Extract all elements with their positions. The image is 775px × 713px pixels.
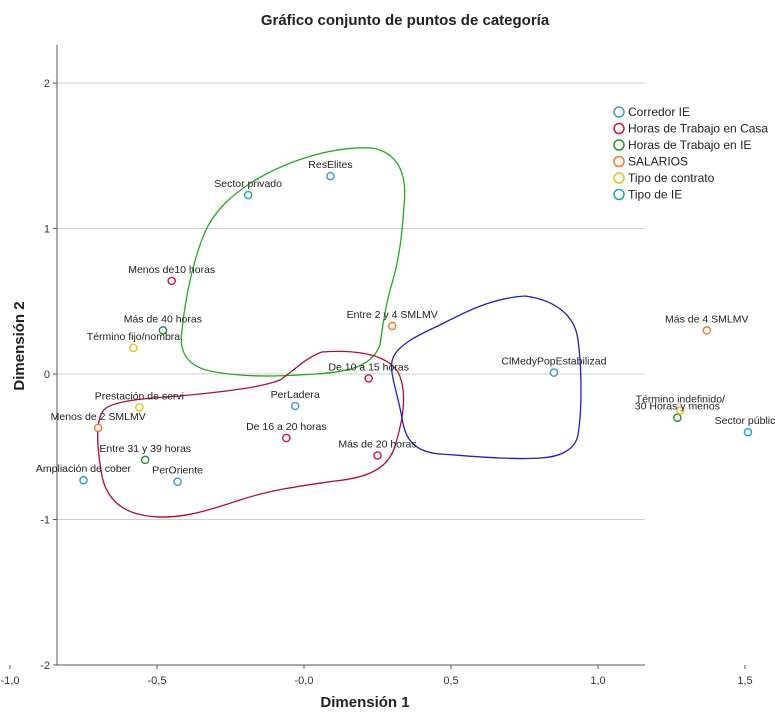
point-label-s2-p2: 30 Horas y menos (635, 401, 720, 413)
cluster-outline-red (97, 350, 405, 518)
data-point-s0-p3 (173, 477, 182, 486)
data-point-s3-p1 (702, 326, 712, 335)
data-point-s2-p2 (673, 413, 682, 422)
legend-marker-3 (613, 155, 625, 168)
data-point-s3-p0 (387, 321, 397, 331)
data-points (79, 171, 753, 486)
x-tick-label-0: -1,0 (1, 675, 20, 687)
point-label-s2-p1: Entre 31 y 39 horas (99, 443, 191, 455)
y-tick-label-1: -1 (40, 515, 50, 527)
axes (9, 45, 746, 669)
chart-title: Gráfico conjunto de puntos de categoría (261, 12, 550, 29)
x-axis-label: Dimensión 1 (320, 694, 409, 711)
legend-marker-0 (613, 106, 625, 118)
data-point-s1-p0 (167, 276, 176, 286)
data-point-s1-p1 (364, 374, 373, 383)
point-label-s5-p2: Ampliación de cober (36, 463, 132, 475)
y-tick-label-2: 0 (44, 369, 50, 381)
data-point-s3-p2 (93, 423, 103, 433)
legend-marker-5 (613, 188, 625, 201)
point-label-s4-p0: Término fijo/nombra (87, 331, 181, 343)
point-label-s5-p0: Sector privado (214, 178, 282, 190)
point-label-s0-p0: ResElites (308, 159, 352, 171)
x-tick-label-1: -0,5 (148, 675, 167, 687)
point-label-s4-p1: Prestación de servi (95, 390, 184, 402)
point-label-s0-p2: ClMedyPopEstabilizad (501, 356, 606, 368)
legend-label-1: Horas de Trabajo en Casa (628, 122, 768, 136)
data-point-s4-p1 (135, 403, 144, 412)
data-point-s1-p3 (373, 451, 382, 460)
point-label-s3-p2: Menos de 2 SMLMV (51, 411, 146, 423)
legend-label-4: Tipo de contrato (628, 171, 715, 185)
x-tick-label-5: 1,5 (737, 675, 752, 687)
point-label-s2-p0: Más de 40 horas (124, 313, 202, 325)
cluster-outline-green (180, 147, 406, 377)
point-label-s4-p2: Término indefinido/ (636, 393, 725, 405)
x-tick-label-3: 0,5 (443, 675, 458, 687)
point-label-s3-p1: Más de 4 SMLMV (665, 313, 748, 325)
data-point-s5-p1 (743, 427, 753, 437)
point-label-s5-p1: Sector público (715, 415, 775, 427)
legend-label-2: Horas de Trabajo en IE (628, 138, 751, 152)
data-point-s1-p2 (282, 433, 291, 443)
cluster-outlines (97, 147, 582, 518)
data-point-s2-p0 (158, 326, 168, 335)
point-label-s1-p0: Menos de10 horas (128, 264, 215, 276)
point-label-s3-p0: Entre 2 y 4 SMLMV (347, 309, 438, 321)
legend-label-3: SALARIOS (628, 155, 688, 169)
x-tick-label-2: -0,0 (295, 675, 314, 687)
data-point-s2-p1 (140, 455, 150, 465)
data-point-s0-p2 (549, 368, 559, 377)
legend-marker-4 (613, 172, 625, 184)
y-tick-label-3: 1 (44, 224, 50, 236)
legend: Corredor IE Horas de Trabajo en Casa Horas… (613, 105, 768, 202)
data-point-s0-p1 (290, 401, 300, 411)
point-label-s1-p2: De 16 a 20 horas (246, 421, 327, 433)
y-tick-label-4: 2 (44, 78, 50, 90)
data-point-s4-p0 (129, 343, 138, 353)
y-tick-label-0: -2 (40, 660, 50, 672)
legend-marker-1 (613, 122, 625, 135)
data-point-s0-p0 (326, 171, 335, 181)
data-point-s5-p0 (243, 190, 253, 200)
y-axis-label: Dimensión 2 (11, 301, 28, 390)
point-label-s0-p1: PerLadera (271, 389, 320, 401)
data-point-s5-p2 (79, 475, 88, 485)
point-label-s0-p3: PerOriente (152, 465, 203, 477)
legend-label-0: Corredor IE (628, 105, 690, 119)
data-point-s4-p2 (676, 406, 685, 415)
legend-marker-2 (613, 139, 625, 151)
point-labels: ResElites PerLadera ClMedyPopEstabilizad Pe… (36, 159, 775, 477)
point-label-s1-p3: Más de 20 horas (338, 438, 416, 450)
x-tick-label-4: 1,0 (590, 675, 605, 687)
point-label-s1-p1: De 10 a 15 horas (328, 361, 409, 373)
cluster-outline-blue (390, 295, 582, 460)
legend-label-5: Tipo de IE (628, 188, 682, 202)
